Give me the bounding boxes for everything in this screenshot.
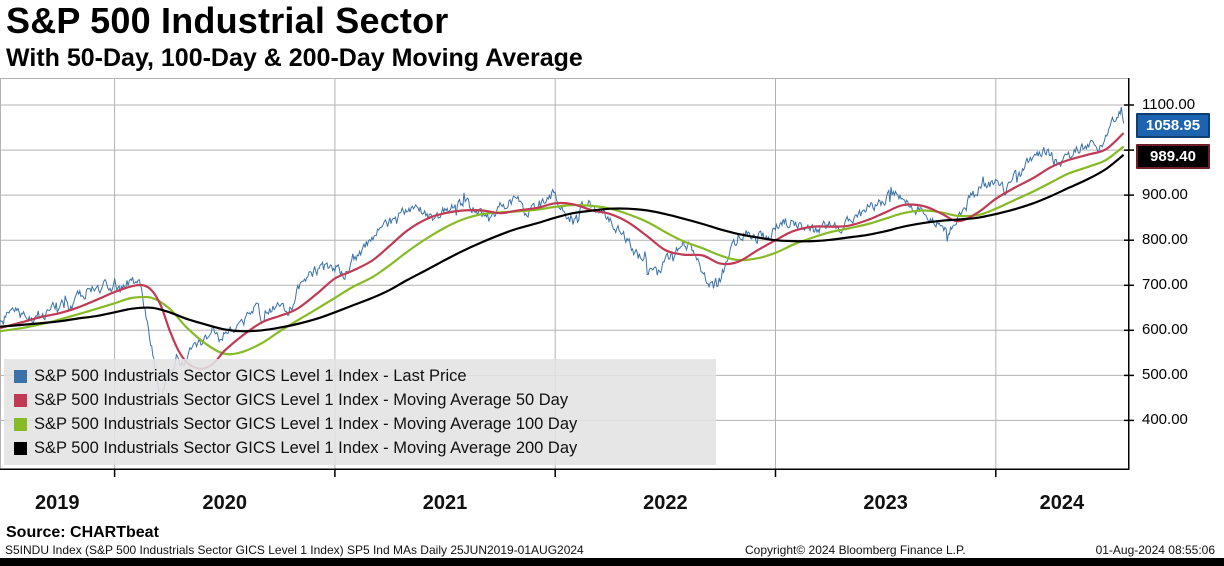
legend-item: S&P 500 Industrials Sector GICS Level 1 … [14,364,706,388]
y-axis-label: 1100.00 [1142,96,1196,114]
legend-swatch-icon [14,393,27,407]
chart-subtitle: With 50-Day, 100-Day & 200-Day Moving Av… [6,44,583,72]
legend-item: S&P 500 Industrials Sector GICS Level 1 … [14,388,706,412]
chart-legend: S&P 500 Industrials Sector GICS Level 1 … [4,359,716,465]
chart-title: S&P 500 Industrial Sector [6,0,449,41]
legend-item: S&P 500 Industrials Sector GICS Level 1 … [14,436,706,460]
timestamp: 01-Aug-2024 08:55:06 [1095,543,1215,557]
price-chart-svg [0,78,1134,477]
y-axis-label: 500.00 [1142,366,1188,384]
x-axis: 2019 2020 2021 2022 2023 2024 [0,492,1140,518]
chart-area: S&P 500 Industrials Sector GICS Level 1 … [0,78,1224,477]
x-axis-label: 2021 [422,492,468,514]
legend-label: S&P 500 Industrials Sector GICS Level 1 … [34,390,569,409]
bottom-black-bar [0,558,1224,566]
legend-label: S&P 500 Industrials Sector GICS Level 1 … [34,366,467,385]
last-price-badge: 1058.95 [1136,112,1210,138]
legend-swatch-icon [14,441,27,455]
y-axis-label: 900.00 [1142,186,1188,204]
legend-label: S&P 500 Industrials Sector GICS Level 1 … [34,438,578,457]
legend-swatch-icon [14,369,27,383]
y-axis-label: 800.00 [1142,231,1188,249]
y-axis-label: 700.00 [1142,276,1188,294]
source-line: Source: CHARTbeat [6,524,159,541]
y-axis: 400.00500.00600.00700.00800.00900.001000… [1135,78,1224,478]
x-axis-label: 2022 [643,492,688,514]
copyright-text: Copyright© 2024 Bloomberg Finance L.P. [745,543,966,557]
x-axis-label: 2024 [1039,492,1085,514]
footer-meta: S5INDU Index (S&P 500 Industrials Sector… [0,543,1224,558]
ticker-description: S5INDU Index (S&P 500 Industrials Sector… [5,543,584,557]
x-axis-label: 2023 [863,492,908,514]
legend-item: S&P 500 Industrials Sector GICS Level 1 … [14,412,706,436]
y-axis-label: 600.00 [1142,321,1188,339]
legend-swatch-icon [14,417,27,431]
ma-200-price-badge: 989.40 [1136,143,1210,169]
y-axis-label: 400.00 [1142,411,1188,429]
x-axis-label: 2020 [202,492,247,514]
x-axis-label: 2019 [35,492,80,514]
legend-label: S&P 500 Industrials Sector GICS Level 1 … [34,414,578,433]
